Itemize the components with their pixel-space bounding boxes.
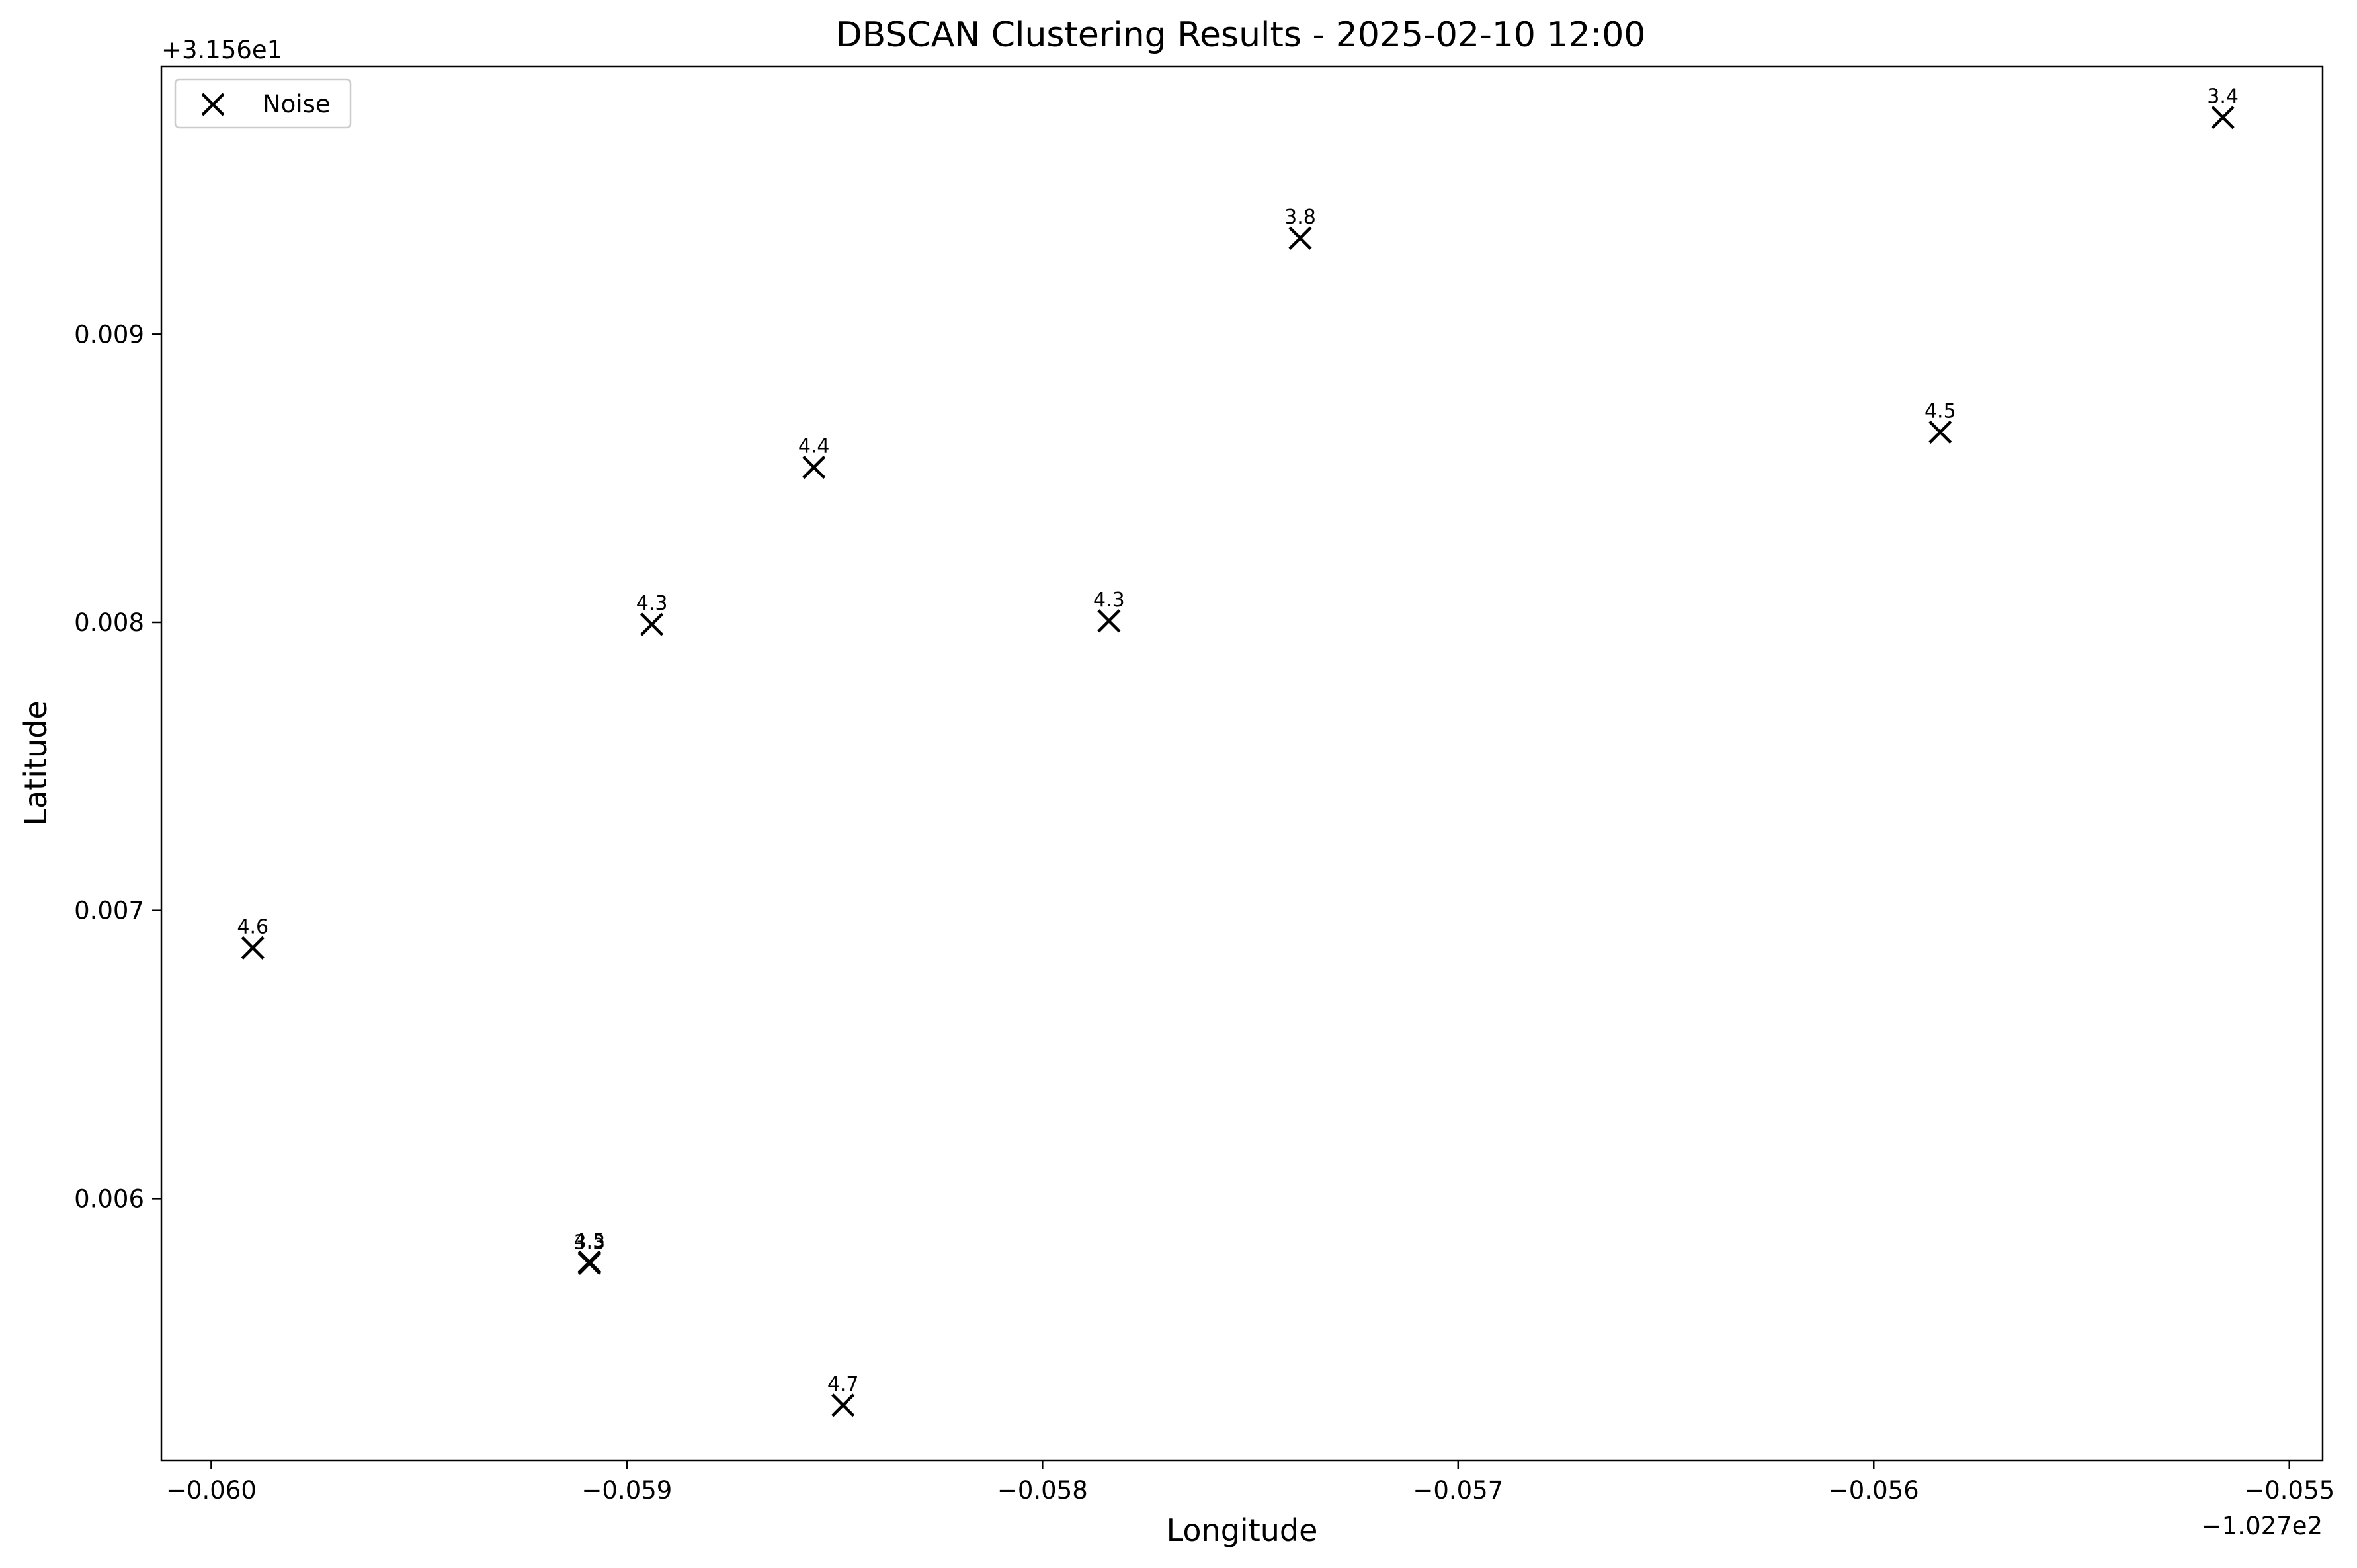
y-offset-text: +3.156e1 <box>161 36 282 64</box>
data-point <box>802 456 826 479</box>
y-tick-label: 0.008 <box>74 608 144 637</box>
y-tick-label: 0.006 <box>74 1184 144 1213</box>
data-point <box>241 936 265 960</box>
data-point-stroke <box>802 456 826 479</box>
data-point-stroke <box>1928 420 1952 444</box>
data-point <box>831 1393 855 1417</box>
chart-title: DBSCAN Clustering Results - 2025-02-10 1… <box>836 15 1646 55</box>
x-tick-label: −0.057 <box>1413 1476 1503 1505</box>
x-tick-label: −0.056 <box>1829 1476 1919 1505</box>
data-point-stroke <box>1288 226 1312 250</box>
legend: Noise <box>174 78 352 129</box>
data-point <box>1928 420 1952 444</box>
data-label: 3.4 <box>2207 85 2239 108</box>
x-axis-label: Longitude <box>1167 1512 1318 1548</box>
x-tick-label: −0.060 <box>166 1476 257 1505</box>
data-label: 4.5 <box>573 1229 605 1253</box>
data-point <box>2211 106 2235 130</box>
legend-box <box>174 78 352 129</box>
data-point-stroke <box>241 936 265 960</box>
plot-frame <box>160 65 2324 1462</box>
data-point-stroke <box>577 1251 601 1276</box>
data-label: 4.7 <box>827 1373 859 1396</box>
x-tick-label: −0.059 <box>581 1476 672 1505</box>
y-tick-label: 0.009 <box>74 320 144 349</box>
y-tick-label: 0.007 <box>74 897 144 925</box>
plot-background <box>161 67 2323 1460</box>
data-point-stroke <box>831 1393 855 1417</box>
data-point <box>1288 226 1312 250</box>
x-tick-label: −0.055 <box>2244 1476 2335 1505</box>
data-point <box>577 1251 601 1276</box>
data-label: 4.3 <box>636 592 668 615</box>
data-point <box>640 612 664 636</box>
data-label: 3.8 <box>1284 206 1316 229</box>
x-offset-text: −1.027e2 <box>2202 1512 2323 1540</box>
x-tick-label: −0.058 <box>997 1476 1088 1505</box>
y-axis-label: Latitude <box>18 700 54 825</box>
data-point <box>1097 609 1121 633</box>
data-point-stroke <box>2211 106 2235 130</box>
data-label: 4.3 <box>1093 589 1125 612</box>
legend-label: Noise <box>263 90 331 118</box>
data-label: 3.3 <box>573 1231 605 1254</box>
data-point-stroke <box>1097 609 1121 633</box>
data-point-stroke <box>640 612 664 636</box>
x-axis: −0.060 −0.059 −0.058 −0.057 −0.056 −0.055 <box>166 1460 2335 1505</box>
plot-area: 4.64.53.34.34.44.74.33.84.53.4 <box>160 65 2324 1462</box>
data-label: 4.4 <box>798 435 830 458</box>
data-label: 4.5 <box>1924 399 1956 423</box>
y-axis: 0.006 0.007 0.008 0.009 <box>74 320 161 1213</box>
marks-layer: 4.64.53.34.34.44.74.33.84.53.4 <box>237 85 2239 1417</box>
legend-marker-x-icon <box>201 93 225 116</box>
data-label: 4.6 <box>237 915 269 938</box>
